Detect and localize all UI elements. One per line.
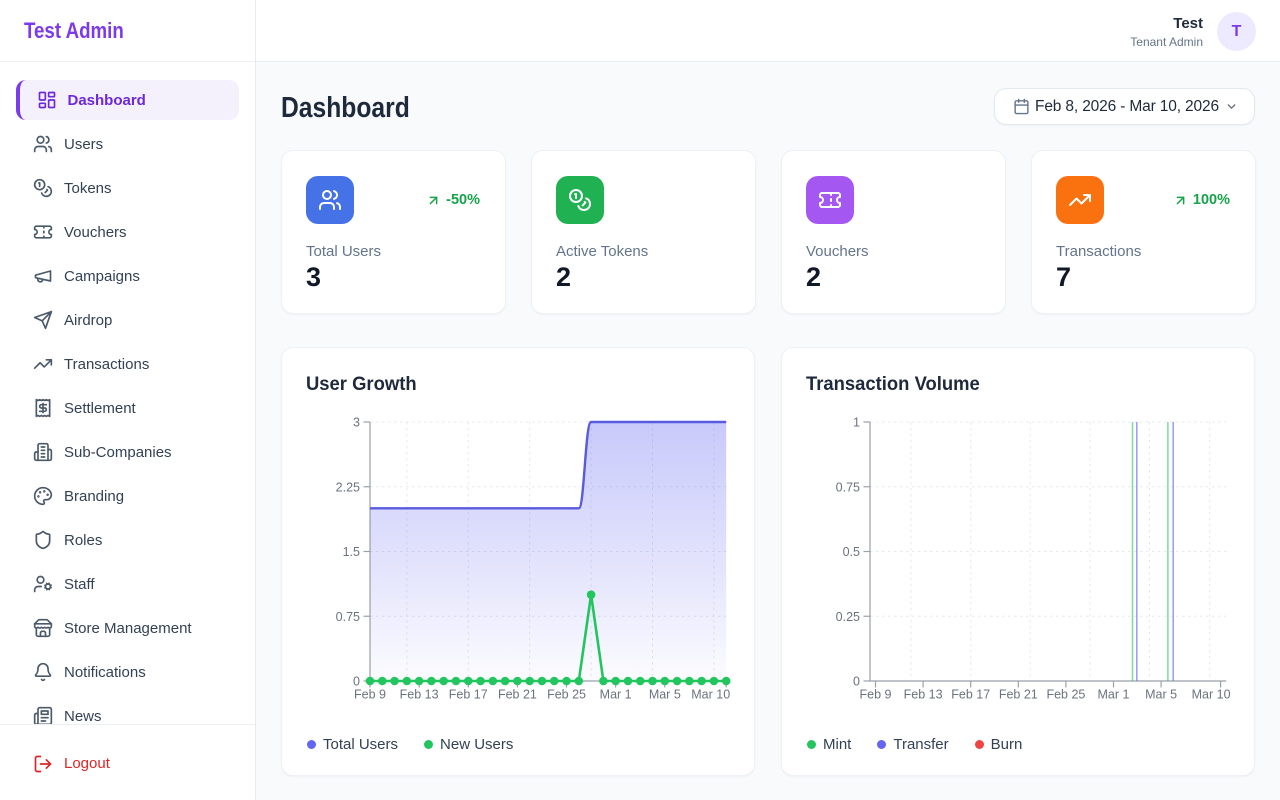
svg-text:Feb 9: Feb 9: [354, 688, 386, 702]
svg-text:Mar 5: Mar 5: [1145, 688, 1177, 702]
svg-text:Mar 5: Mar 5: [649, 688, 681, 702]
svg-text:Feb 13: Feb 13: [904, 688, 943, 702]
svg-text:0.75: 0.75: [836, 480, 860, 494]
svg-text:Feb 9: Feb 9: [860, 688, 892, 702]
svg-text:0.5: 0.5: [843, 545, 860, 559]
svg-text:Feb 25: Feb 25: [547, 688, 586, 702]
svg-text:Mar 1: Mar 1: [1098, 688, 1130, 702]
svg-text:0: 0: [853, 675, 860, 689]
svg-text:Feb 17: Feb 17: [449, 688, 488, 702]
svg-text:Feb 25: Feb 25: [1046, 688, 1085, 702]
svg-text:Feb 21: Feb 21: [999, 688, 1038, 702]
svg-text:3: 3: [353, 416, 360, 430]
svg-text:Feb 13: Feb 13: [400, 688, 439, 702]
svg-text:0.75: 0.75: [336, 610, 360, 624]
svg-text:Mar 10: Mar 10: [691, 688, 730, 702]
svg-text:Mar 1: Mar 1: [600, 688, 632, 702]
svg-text:2.25: 2.25: [336, 480, 360, 494]
svg-text:1.5: 1.5: [343, 545, 360, 559]
svg-text:0: 0: [353, 675, 360, 689]
svg-text:Feb 17: Feb 17: [951, 688, 990, 702]
svg-text:Mar 10: Mar 10: [1192, 688, 1231, 702]
svg-text:0.25: 0.25: [836, 610, 860, 624]
svg-text:1: 1: [853, 416, 860, 430]
svg-text:Feb 21: Feb 21: [498, 688, 537, 702]
